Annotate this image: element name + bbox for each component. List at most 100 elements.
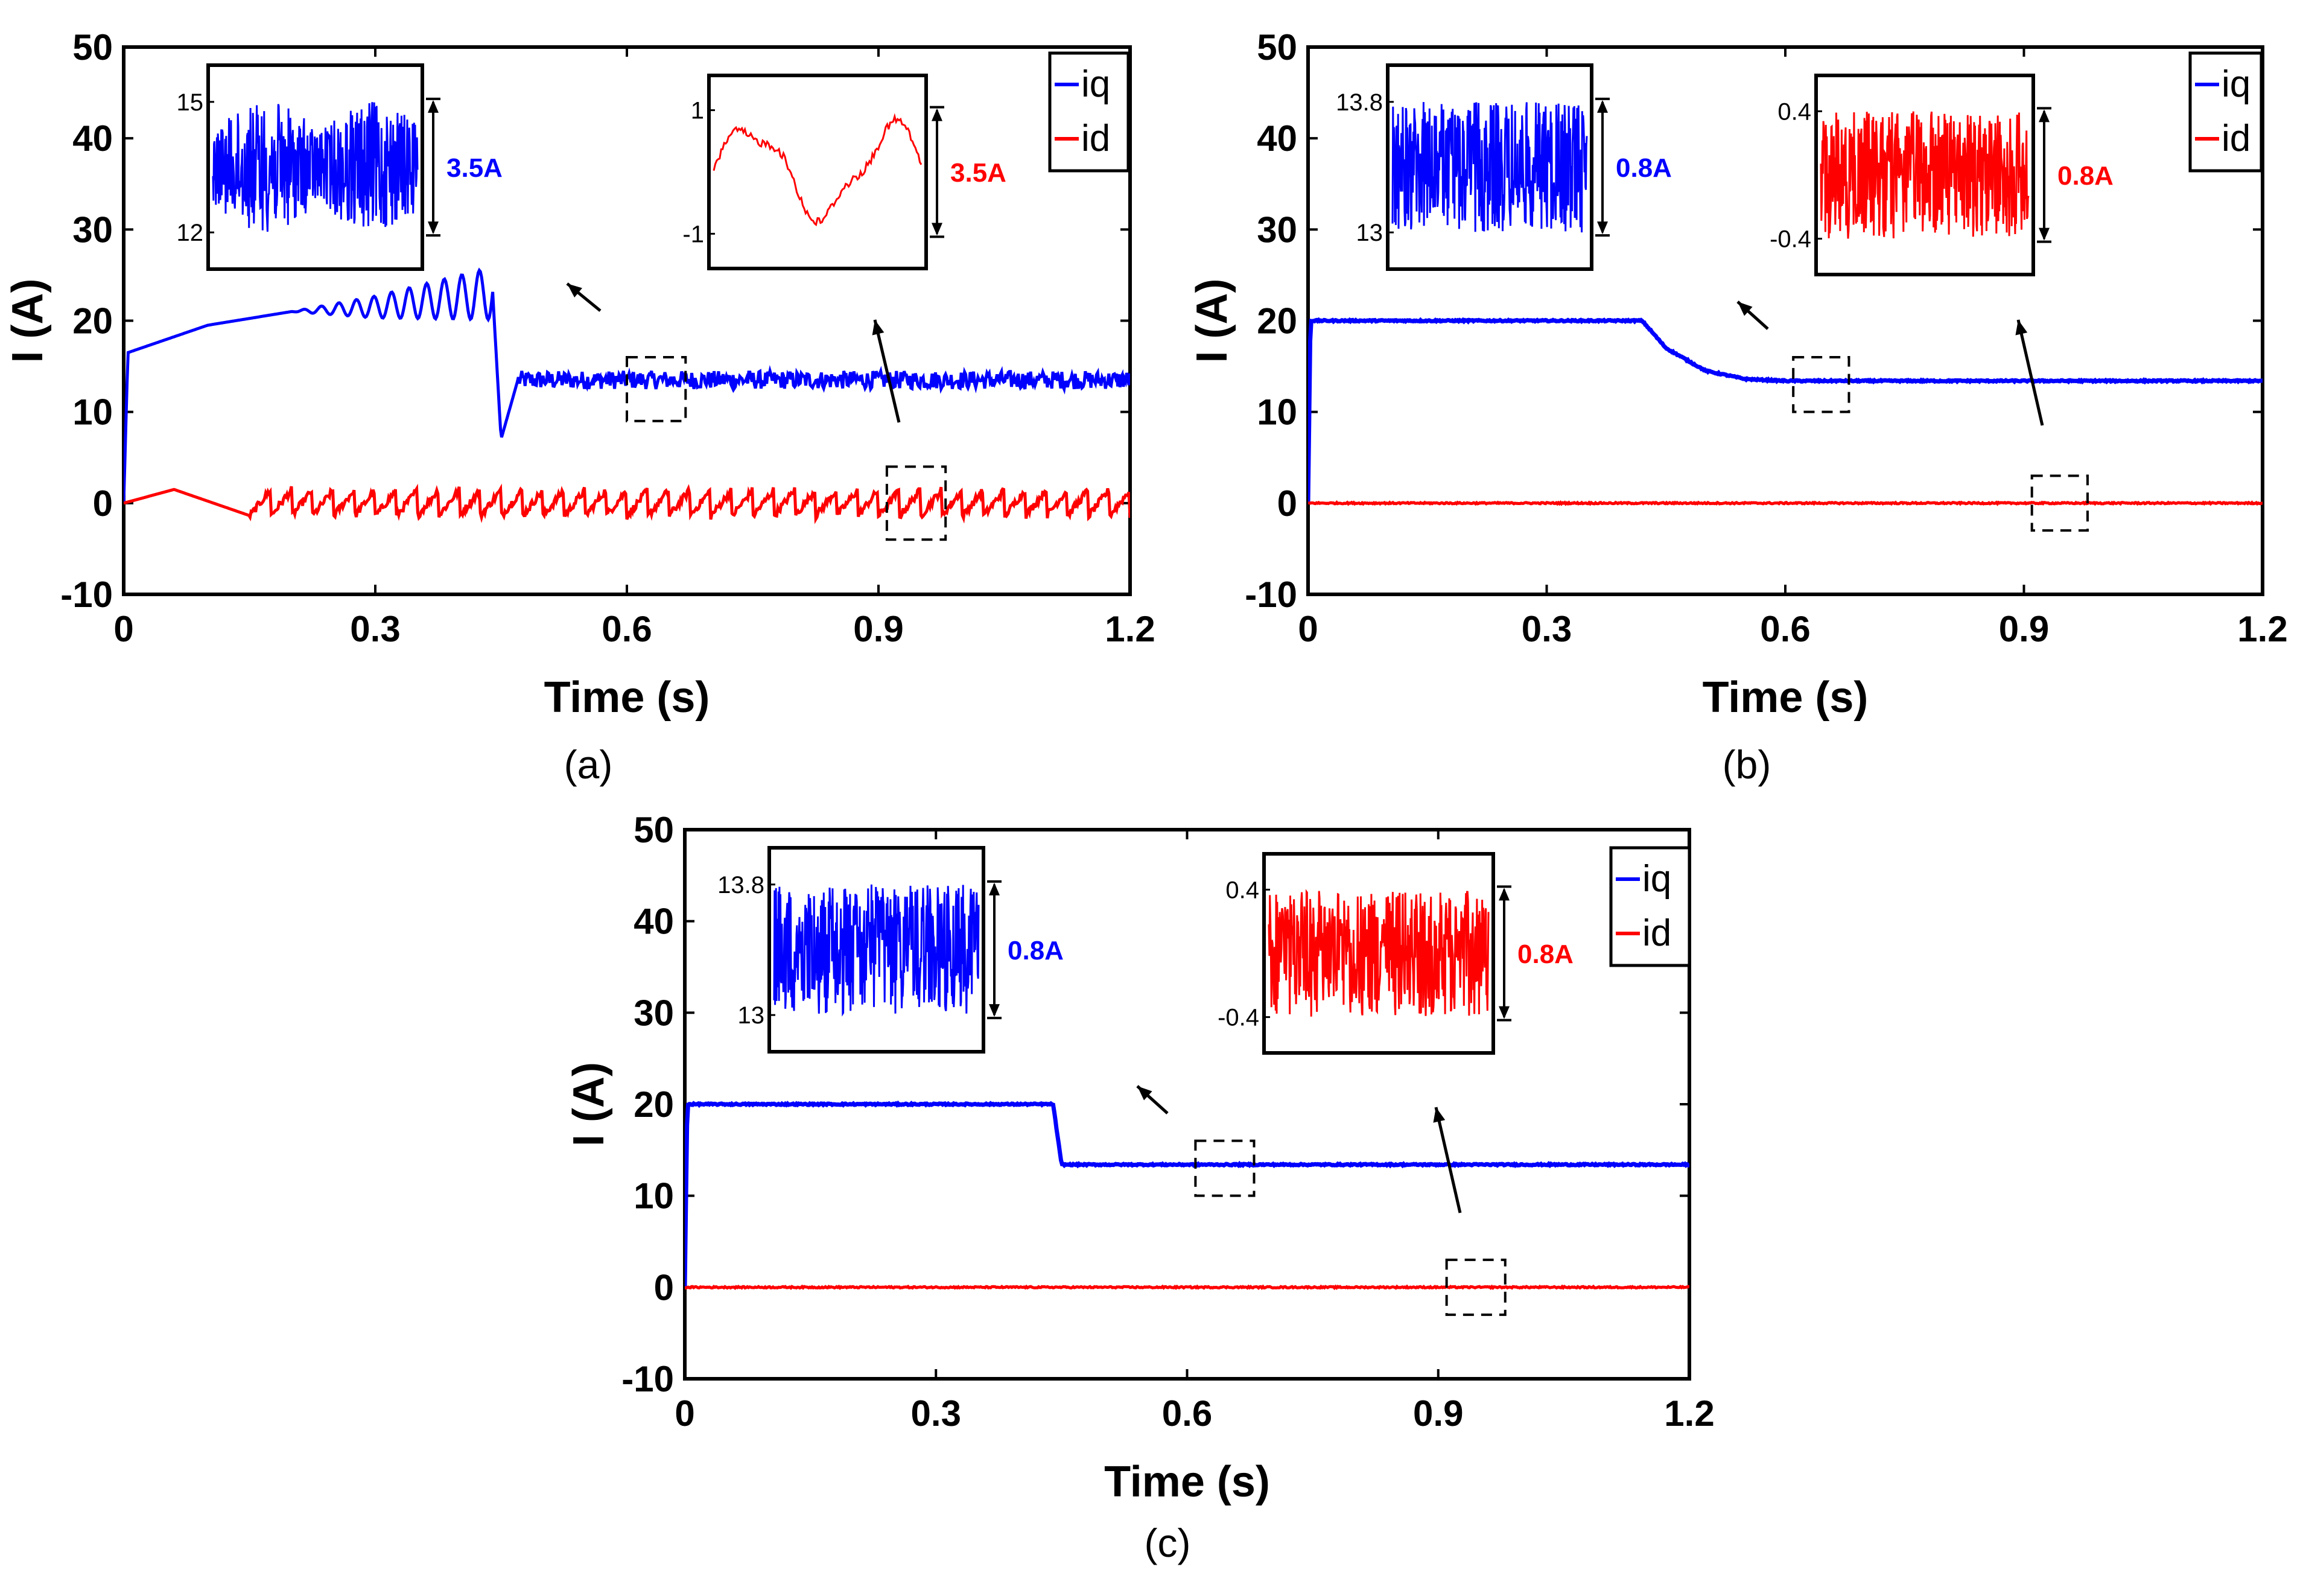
x-axis-label: Time (s) (1703, 673, 1869, 722)
y-tick-label: 30 (1257, 209, 1297, 250)
inset-id: 0.4 -0.4 0.8A (1770, 74, 2114, 276)
panel-caption: (a) (564, 742, 613, 787)
bracket-arrow (932, 223, 942, 236)
bracket-arrow (1499, 1006, 1510, 1019)
bracket-arrow (1499, 888, 1510, 901)
x-tick-label: 1.2 (1664, 1393, 1714, 1434)
y-tick-label: -10 (1245, 574, 1297, 615)
inset-iq: 13.8 13 0.8A (1336, 63, 1672, 271)
inset-y-top-label: 1 (691, 98, 704, 124)
bracket-arrow (428, 100, 439, 113)
inset-y-top-label: 13.8 (1336, 89, 1383, 116)
x-tick-label: 0.6 (602, 609, 652, 649)
zoom-region-box (1445, 1258, 1507, 1316)
inset-y-bottom-label: -0.4 (1218, 1005, 1259, 1031)
inset-iq: 15 12 3.5A (177, 63, 503, 271)
y-axis-label: I (A) (565, 1062, 613, 1146)
inset-y-bottom-label: 13 (1356, 220, 1383, 246)
inset-id: 0.4 -0.4 0.8A (1218, 852, 1574, 1055)
x-tick-label: 1.2 (2237, 609, 2287, 649)
y-tick-label: 20 (1257, 301, 1297, 342)
y-tick-label: 40 (634, 901, 674, 942)
legend-box (1609, 846, 1691, 967)
y-tick-label: 40 (1257, 118, 1297, 159)
zoom-region-box (1194, 1139, 1256, 1197)
series-group (685, 1100, 1689, 1291)
zoom-region-box (1792, 355, 1850, 413)
legend-label-iq: iq (2222, 63, 2250, 105)
y-tick-label: 20 (72, 301, 113, 342)
x-tick-label: 0.9 (1413, 1393, 1463, 1434)
y-axis-label: I (A) (1188, 279, 1236, 363)
inset-signal (773, 884, 980, 1017)
inset-signal (1391, 102, 1588, 233)
zoom-region-box (2030, 474, 2089, 532)
y-tick-label: 40 (72, 118, 113, 159)
inset-y-bottom-label: 12 (177, 220, 204, 246)
amplitude-label: 3.5A (446, 153, 503, 183)
y-tick-label: 10 (72, 392, 113, 433)
bracket-arrow (989, 882, 1000, 895)
inset-y-bottom-label: -1 (682, 221, 704, 247)
series-iq-line (685, 1100, 1689, 1288)
amplitude-label: 0.8A (1008, 936, 1064, 965)
zoom-arrow (873, 319, 901, 423)
zoom-arrow (2016, 319, 2044, 426)
y-tick-label: 10 (1257, 392, 1297, 433)
y-tick-label: 0 (93, 483, 113, 524)
inset-signal (1268, 889, 1490, 1017)
x-tick-label: 0.3 (1522, 609, 1572, 649)
amplitude-label: 0.8A (1517, 939, 1574, 969)
x-axis-label: Time (s) (544, 673, 710, 722)
x-tick-label: 0 (113, 609, 133, 649)
x-tick-label: 0.3 (350, 609, 400, 649)
inset-frame (707, 74, 928, 270)
arrow-head (872, 320, 885, 335)
y-tick-label: 50 (72, 27, 113, 68)
amplitude-label: 0.8A (2057, 161, 2114, 191)
inset-y-top-label: 0.4 (1777, 98, 1811, 125)
y-tick-label: 50 (1257, 27, 1297, 68)
inset-id: 1 -1 3.5A (682, 74, 1006, 270)
y-tick-label: 20 (634, 1084, 674, 1125)
series-id-line (124, 483, 1130, 524)
inset-y-bottom-label: -0.4 (1770, 226, 1811, 253)
inset-y-top-label: 0.4 (1225, 877, 1259, 903)
inset-y-bottom-label: 13 (738, 1002, 765, 1029)
y-tick-label: -10 (621, 1359, 674, 1399)
bracket-arrow (1597, 100, 1608, 113)
bracket-arrow (2039, 227, 2050, 241)
legend-box (1048, 51, 1130, 173)
bracket-arrow (1597, 221, 1608, 235)
legend: iq id (1609, 846, 1691, 967)
inset-iq: 13.8 13 0.8A (717, 846, 1064, 1054)
arrow-head (567, 284, 582, 298)
inset-signal (713, 113, 923, 227)
bracket-arrow (428, 221, 439, 235)
legend-box (2188, 51, 2263, 173)
x-tick-label: 0 (1298, 609, 1318, 649)
zoom-region-box (885, 465, 947, 541)
legend-label-id: id (1081, 118, 1110, 159)
zoom-region-box (626, 355, 687, 422)
inset-signal (212, 102, 419, 232)
inset-signal (1820, 111, 2030, 239)
bracket-arrow (989, 1004, 1000, 1017)
x-tick-label: 0.6 (1760, 609, 1810, 649)
arrow-head (2015, 320, 2028, 335)
y-tick-label: 0 (654, 1267, 674, 1308)
arrow-head (1433, 1107, 1446, 1123)
legend-label-id: id (2222, 118, 2250, 159)
y-tick-label: 50 (634, 810, 674, 850)
amplitude-label: 0.8A (1616, 153, 1672, 183)
amplitude-label: 3.5A (950, 158, 1006, 188)
series-iq-line (1308, 317, 2263, 504)
y-axis-label: I (A) (4, 279, 52, 363)
y-tick-label: 30 (72, 209, 113, 250)
series-id-line (1308, 500, 2263, 506)
x-tick-label: 0.9 (853, 609, 903, 649)
